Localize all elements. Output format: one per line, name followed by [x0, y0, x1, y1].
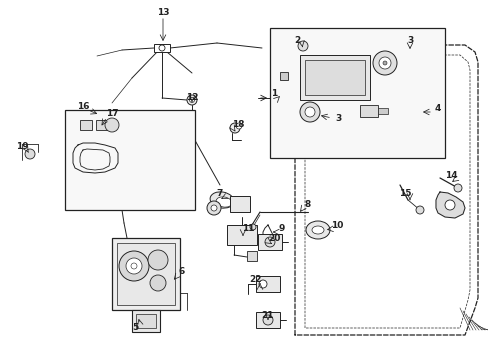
Bar: [229, 196, 249, 212]
Text: 11: 11: [241, 224, 254, 233]
Text: 4: 4: [434, 104, 440, 113]
Polygon shape: [435, 192, 464, 218]
Bar: [226, 225, 257, 245]
Bar: [299, 55, 369, 100]
Text: 17: 17: [105, 108, 118, 117]
Bar: [258, 234, 282, 250]
Text: 9: 9: [278, 224, 285, 233]
Text: 15: 15: [398, 189, 410, 198]
Text: 3: 3: [334, 113, 341, 122]
Text: 20: 20: [267, 234, 280, 243]
Text: 7: 7: [216, 189, 223, 198]
Circle shape: [131, 263, 137, 269]
Text: 3: 3: [406, 36, 412, 45]
Circle shape: [299, 102, 319, 122]
Ellipse shape: [216, 197, 231, 207]
Circle shape: [378, 57, 390, 69]
Text: 14: 14: [444, 171, 456, 180]
Bar: [80, 120, 92, 130]
Circle shape: [444, 200, 454, 210]
Ellipse shape: [311, 226, 324, 234]
Circle shape: [119, 251, 149, 281]
Bar: [65, 110, 195, 210]
Bar: [132, 310, 160, 332]
Circle shape: [263, 315, 272, 325]
Text: 2: 2: [293, 36, 300, 45]
Circle shape: [105, 118, 119, 132]
Bar: [305, 60, 364, 95]
Circle shape: [297, 41, 307, 51]
Bar: [112, 238, 180, 310]
Text: 18: 18: [231, 120, 244, 129]
Bar: [359, 105, 377, 117]
Circle shape: [150, 275, 165, 291]
Bar: [96, 120, 108, 130]
Circle shape: [264, 237, 274, 247]
Text: 12: 12: [185, 93, 198, 102]
Ellipse shape: [305, 221, 329, 239]
Circle shape: [229, 123, 240, 133]
Circle shape: [305, 107, 314, 117]
Text: 21: 21: [261, 310, 274, 320]
Bar: [280, 72, 287, 80]
Text: 6: 6: [179, 267, 185, 276]
Circle shape: [210, 205, 217, 211]
Circle shape: [159, 45, 164, 51]
Ellipse shape: [210, 192, 233, 208]
Circle shape: [372, 51, 396, 75]
Circle shape: [382, 61, 386, 65]
Circle shape: [186, 95, 197, 105]
Circle shape: [189, 98, 194, 103]
Circle shape: [236, 123, 242, 129]
Bar: [117, 243, 175, 305]
Bar: [136, 314, 156, 328]
Text: 5: 5: [132, 324, 138, 333]
Circle shape: [453, 184, 461, 192]
Text: 8: 8: [304, 199, 310, 208]
Bar: [269, 28, 444, 158]
Text: 16: 16: [77, 102, 89, 111]
Text: 1: 1: [270, 89, 277, 98]
Circle shape: [415, 206, 423, 214]
Circle shape: [259, 280, 266, 288]
Circle shape: [206, 201, 221, 215]
Bar: [246, 251, 257, 261]
Circle shape: [25, 149, 35, 159]
Text: 19: 19: [16, 141, 28, 150]
Bar: [256, 312, 280, 328]
Text: 10: 10: [330, 220, 343, 230]
Text: 13: 13: [157, 8, 169, 17]
Bar: [377, 108, 387, 114]
Circle shape: [148, 250, 168, 270]
Text: 22: 22: [248, 275, 261, 284]
Bar: [154, 44, 170, 52]
Circle shape: [249, 224, 256, 230]
Circle shape: [126, 258, 142, 274]
Bar: [256, 276, 280, 292]
